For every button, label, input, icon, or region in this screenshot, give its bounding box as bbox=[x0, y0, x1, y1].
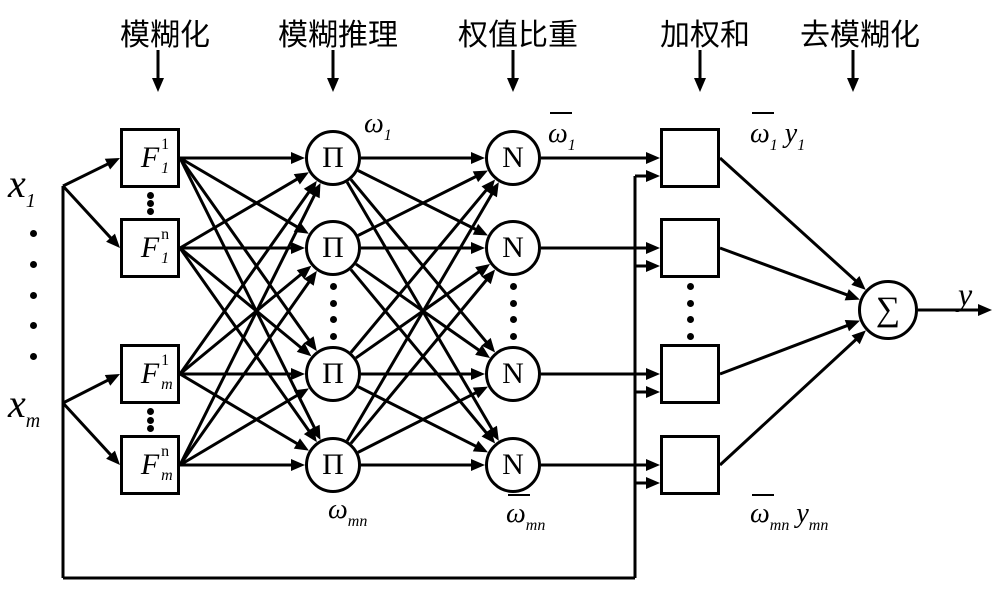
wires-layer bbox=[0, 0, 1000, 603]
output-y: y bbox=[958, 276, 972, 313]
F-vdots bbox=[147, 192, 154, 215]
F-node-Fm1: F1m bbox=[120, 344, 180, 404]
Pi-node-P1: Π bbox=[305, 130, 361, 186]
header-inference: 模糊推理 bbox=[278, 10, 398, 54]
S-node-S2 bbox=[660, 218, 720, 278]
input-x1: x1 bbox=[8, 160, 36, 207]
F-node-F1n: Fn1 bbox=[120, 218, 180, 278]
input-vdots bbox=[30, 230, 37, 360]
header-fuzzification: 模糊化 bbox=[120, 10, 210, 54]
F-node-Fmn: Fnm bbox=[120, 435, 180, 495]
N-node-N3: N bbox=[485, 346, 541, 402]
bar-omega-mn bbox=[508, 494, 530, 496]
label-omega-1: ω1 bbox=[364, 108, 392, 140]
F-node-F11: F11 bbox=[120, 128, 180, 188]
label-omegabar-1: ω1 bbox=[548, 118, 576, 150]
bar-wy-mn bbox=[752, 494, 774, 496]
N-vdots bbox=[510, 283, 517, 340]
S-node-S1 bbox=[660, 128, 720, 188]
label-omega-mn: ωmn bbox=[328, 494, 367, 526]
input-xm: xm bbox=[8, 380, 40, 427]
label-wy-mn: ωmn ymn bbox=[750, 498, 828, 530]
diagram-root: 模糊化模糊推理权值比重加权和去模糊化x1xmF11Fn1F1mFnmΠΠΠΠω1… bbox=[0, 0, 1000, 603]
S-vdots bbox=[687, 283, 694, 340]
header-defuzzification: 去模糊化 bbox=[800, 10, 920, 54]
bar-wy-1 bbox=[752, 112, 774, 114]
label-omegabar-mn: ωmn bbox=[506, 498, 545, 530]
label-wy-1: ω1 y1 bbox=[750, 118, 805, 150]
header-weighted_sum: 加权和 bbox=[660, 10, 750, 54]
Pi-node-P3: Π bbox=[305, 346, 361, 402]
Pi-node-P2: Π bbox=[305, 220, 361, 276]
N-node-N1: N bbox=[485, 130, 541, 186]
N-node-N4: N bbox=[485, 437, 541, 493]
sum-node: ∑ bbox=[858, 280, 918, 340]
S-node-S3 bbox=[660, 344, 720, 404]
header-weight: 权值比重 bbox=[458, 10, 578, 54]
S-node-S4 bbox=[660, 435, 720, 495]
Pi-node-P4: Π bbox=[305, 437, 361, 493]
bar-omega-1 bbox=[550, 112, 572, 114]
N-node-N2: N bbox=[485, 220, 541, 276]
F-vdots bbox=[147, 408, 154, 432]
Pi-vdots bbox=[330, 283, 337, 340]
